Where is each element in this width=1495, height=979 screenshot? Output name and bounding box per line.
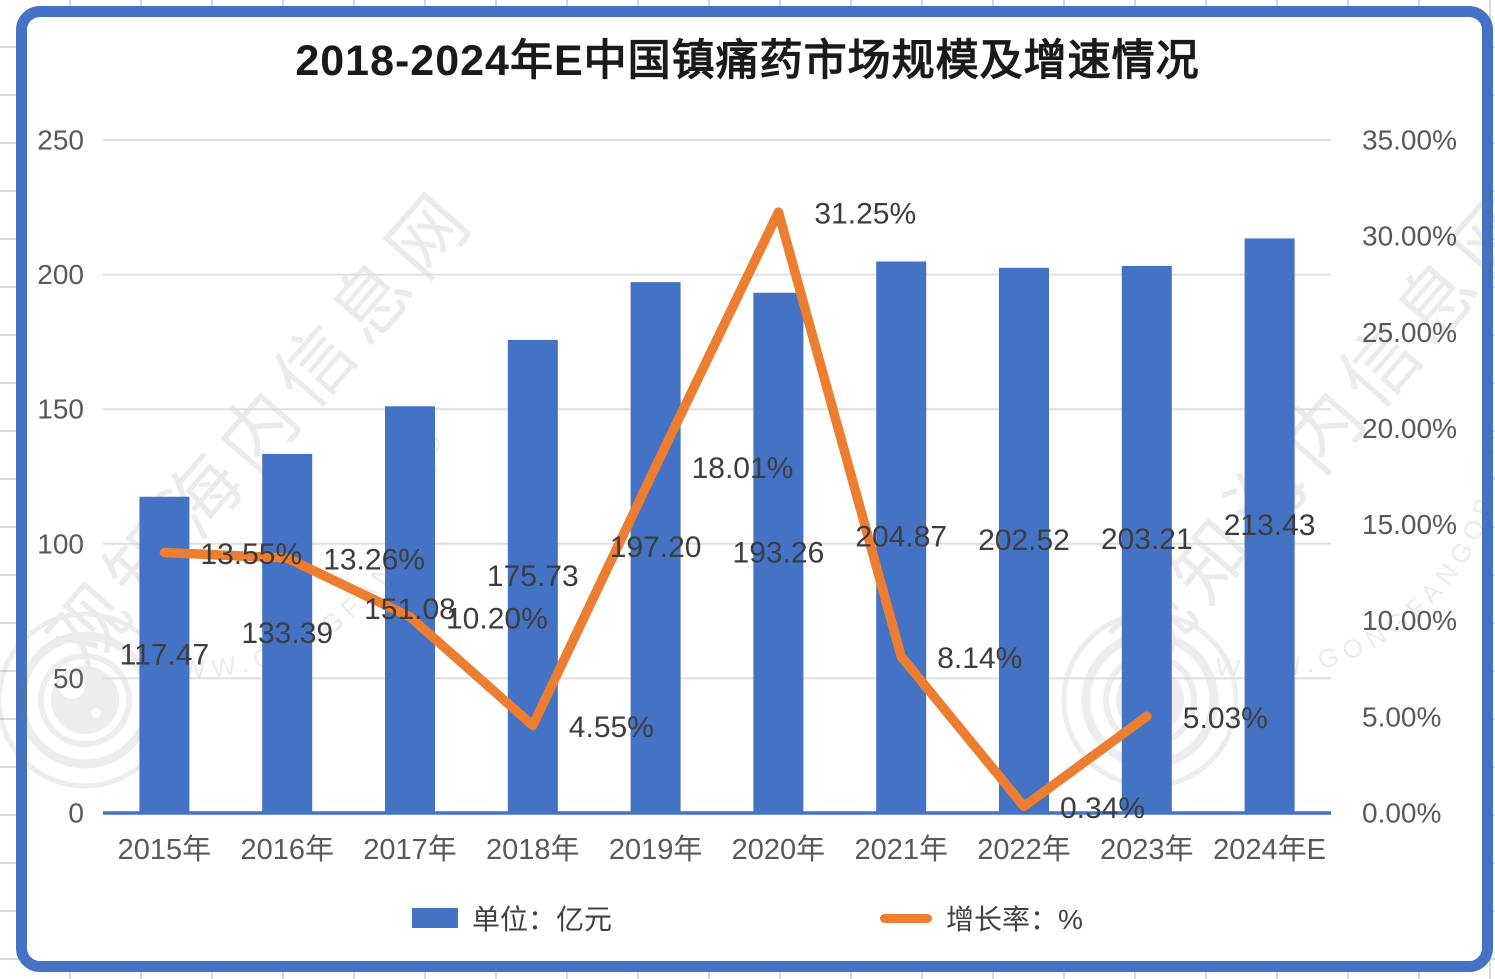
line-swatch-icon [880,913,933,923]
x-axis-tick: 2019年 [609,833,703,866]
y-axis-tick-left: 50 [53,663,84,694]
x-axis-tick: 2017年 [363,833,457,866]
legend-item-market-size: 单位：亿元 [412,898,612,938]
y-axis-tick-right: 20.00% [1362,413,1457,444]
bar [999,267,1049,813]
legend-label: 单位：亿元 [472,904,613,935]
x-axis-tick: 2018年 [486,833,580,866]
x-axis-tick: 2024年E [1213,833,1326,866]
bar-value-label: 202.52 [978,524,1070,557]
bar [876,261,927,813]
growth-point-label: 18.01% [692,452,794,485]
y-axis-tick-right: 10.00% [1362,605,1457,636]
bar [630,282,681,814]
x-axis-tick: 2020年 [732,833,826,866]
bar-value-label: 117.47 [120,638,210,671]
growth-point-label: 8.14% [937,642,1022,675]
bar-value-label: 193.26 [733,536,825,569]
bar [262,453,313,813]
bar-value-label: 204.87 [855,521,947,554]
y-axis-tick-left: 150 [37,394,84,425]
legend-label: 增长率：% [946,904,1083,935]
growth-point-label: 13.26% [323,544,425,577]
x-axis-tick: 2023年 [1100,833,1194,866]
chart-title: 2018-2024年E中国镇痛药市场规模及增速情况 [295,37,1200,85]
y-axis-tick-right: 35.00% [1362,125,1457,156]
growth-point-label: 31.25% [814,198,916,231]
y-axis-tick-right: 25.00% [1362,317,1457,348]
growth-point-label: 13.55% [200,538,302,571]
bar-value-label: 133.39 [241,617,333,650]
growth-line [159,207,1152,812]
y-axis-tick-right: 30.00% [1362,221,1457,252]
bar-value-label: 175.73 [487,560,579,593]
y-axis-tick-right: 5.00% [1362,701,1441,732]
bar [753,292,804,813]
legend: 单位：亿元 增长率：% [0,898,1495,938]
growth-point-label: 0.34% [1060,792,1145,825]
x-axis-tick: 2016年 [240,833,334,866]
x-axis-tick: 2021年 [854,833,948,866]
bar-value-label: 197.20 [610,531,702,564]
growth-point-label: 5.03% [1183,702,1268,735]
bar-swatch-icon [412,908,459,928]
y-axis-tick-left: 250 [37,125,84,156]
bar-value-label: 203.21 [1101,523,1193,556]
growth-point-label: 10.20% [446,602,548,635]
legend-item-growth-rate: 增长率：% [880,898,1083,938]
y-axis-tick-left: 100 [37,528,84,559]
y-axis-tick-right: 0.00% [1362,798,1441,829]
x-axis-tick: 2022年 [977,833,1071,866]
y-axis-tick-right: 15.00% [1362,509,1457,540]
growth-point-label: 4.55% [569,711,654,744]
bar [507,339,558,813]
y-axis-tick-left: 200 [37,259,84,290]
bar-value-label: 151.08 [364,593,456,626]
bar-value-label: 213.43 [1224,509,1316,542]
y-axis-tick-left: 0 [68,798,84,829]
bar [1244,238,1295,814]
x-axis-tick: 2015年 [118,833,212,866]
